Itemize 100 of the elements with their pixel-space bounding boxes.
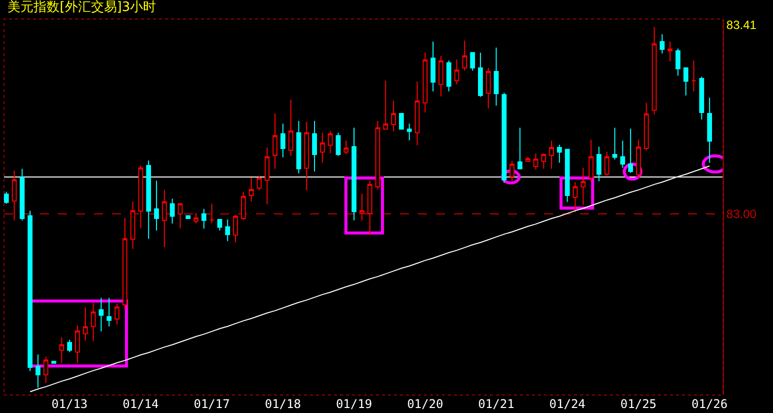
candlestick [154,180,159,231]
candlestick [312,120,317,172]
candlestick [304,121,310,191]
candlestick [233,214,238,243]
candlestick [114,303,120,325]
candlestick [122,218,128,310]
candlestick [486,67,491,109]
x-tick-label: 01/24 [549,397,586,411]
candlestick [691,60,696,92]
candlestick [518,127,522,170]
candlestick [225,218,230,242]
candlestick [336,132,341,156]
y-tick-label: 83.41 [726,18,757,32]
chart-title: 美元指数[外汇交易]3小时 [8,0,156,16]
candlestick [398,112,404,130]
x-tick-label: 01/19 [336,397,372,411]
candlestick [588,139,594,182]
candlestick [296,120,302,174]
candlestick [572,182,578,213]
x-tick-label: 01/25 [620,397,657,411]
candlestick [75,324,80,364]
candlestick [564,148,570,202]
candlestick [541,153,546,170]
candlestick [217,218,222,231]
candlestick [106,297,112,327]
candlestick [446,60,452,92]
candlestick [454,59,460,85]
candlestick [478,52,483,98]
candlestick [406,123,412,141]
candlestick [4,191,9,204]
candlestick [209,203,214,224]
candlestick [162,189,167,248]
candlestick [280,123,286,158]
candlestick [130,200,136,250]
candlestick [170,198,175,224]
candlestick [676,48,680,76]
candlestick [59,336,64,364]
candlestick [344,140,349,155]
candlestick [510,160,514,182]
candlestick [264,147,270,205]
candlestick [699,76,704,120]
candlestick [359,193,364,221]
x-tick-label: 01/14 [122,397,159,411]
candlestick [90,302,96,342]
candlestick [462,40,468,72]
candlestick [98,297,104,332]
candlestick [438,55,444,97]
candlestick [138,165,144,229]
candlestick [549,140,554,170]
candlestick [470,52,475,72]
candlestick [352,127,356,221]
candlestick [201,208,206,230]
candlestick [288,99,294,156]
candlestick [430,41,436,92]
x-tick-label: 01/20 [407,397,444,411]
candlestick [28,210,33,372]
candlestick [644,102,649,151]
candlestick [383,80,388,130]
candlestick [533,153,538,170]
candlestick [502,92,507,184]
candlestick [272,112,278,170]
x-tick-label: 01/26 [692,397,728,411]
x-tick-label: 01/18 [264,397,301,411]
candlestick [146,160,152,240]
candlestick [67,339,72,353]
candlestick [668,41,672,62]
candlestick [414,81,420,146]
candlestick [636,139,641,178]
candlestick [194,212,198,224]
y-tick-label: 83.00 [726,207,757,222]
candlestick [422,52,428,114]
candlestick [494,47,499,106]
candlestick [707,97,712,164]
x-tick-label: 01/13 [52,397,88,411]
candlestick [604,151,610,176]
candlestick [240,191,246,221]
candlestick [36,354,40,388]
candlestick [557,144,562,164]
candlestick [652,26,657,115]
candlestick [628,128,633,174]
candlestick [596,146,602,182]
candlestick [256,175,262,191]
x-tick-label: 01/17 [194,397,230,411]
candlestick [186,215,191,220]
x-tick-label: 01/21 [478,397,514,411]
candlestick [620,140,626,168]
candlestick [525,156,530,162]
candlestick [683,67,688,96]
candlestick [367,180,372,236]
candlestick [248,177,254,202]
candlestick [43,356,48,384]
candlestick [612,127,618,160]
candlestick [328,130,333,154]
candlestick [320,132,325,164]
candlestick [12,170,17,221]
candlestick [82,306,88,342]
candlestick [391,100,396,132]
candlestick [375,120,380,190]
candlestick [178,203,183,229]
candlestick [660,34,665,54]
